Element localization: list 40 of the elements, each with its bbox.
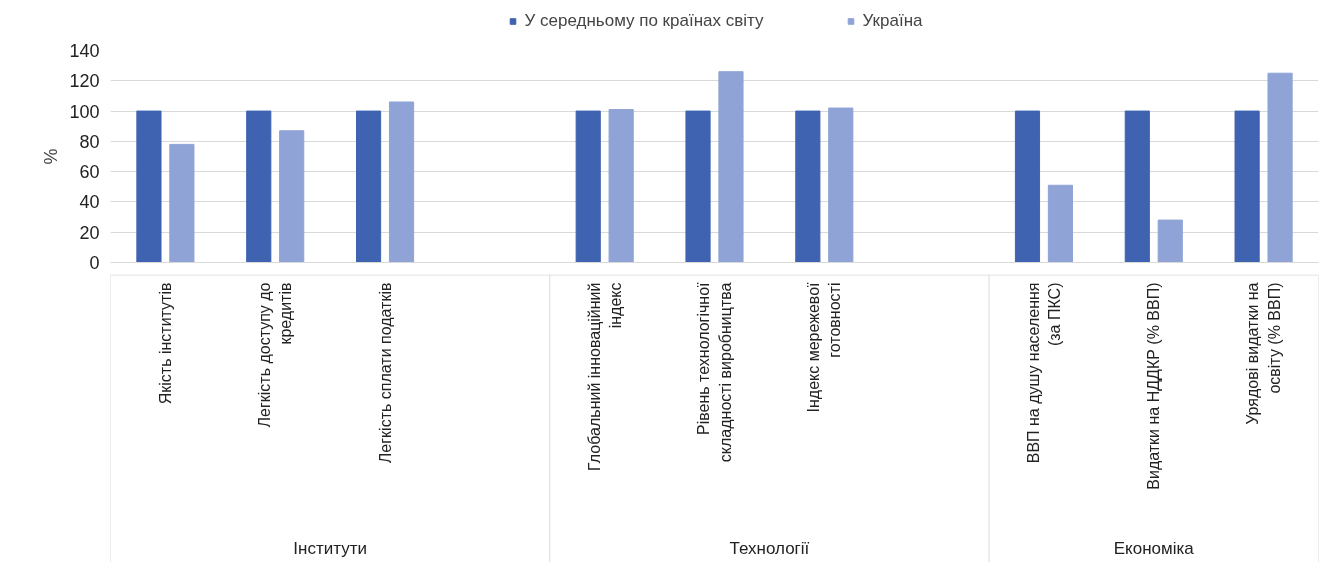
y-tick-label: 100: [69, 101, 100, 122]
bar: [279, 130, 305, 263]
bar: [388, 101, 415, 263]
bar: [1234, 110, 1260, 263]
y-tick-label: 20: [79, 222, 100, 243]
y-tick-label: 80: [79, 131, 100, 152]
x-tick-label: Видатки на НДДКР (% ВВП): [1145, 282, 1163, 490]
bar: [685, 110, 711, 263]
x-tick-label: Якість інститутів: [156, 282, 174, 405]
bar: [795, 110, 821, 263]
y-tick-label: 120: [69, 71, 100, 92]
y-tick-label: 0: [89, 253, 100, 273]
x-tick-label: Урядові видатки на освіту (% ВВП): [1244, 282, 1283, 425]
x-tick-label: ВВП на душу населення (за ПКС): [1024, 282, 1064, 464]
text: Інститути: [293, 539, 367, 558]
x-tick-label: Легкість сплати податків: [376, 282, 394, 464]
y-tick-label: 60: [79, 162, 100, 183]
text: Економіка: [1113, 539, 1195, 558]
y-axis-title: %: [41, 148, 62, 165]
x-tick-label: Глобальний інноваційний індекс: [585, 282, 624, 471]
x-tick-label: Легкість доступу до кредитів: [256, 282, 295, 428]
legend-label: Україна: [862, 11, 923, 31]
text: Технології: [729, 539, 810, 558]
x-tick-label: Індекс мережевої готовності: [805, 281, 844, 413]
bar: [355, 110, 382, 263]
bar: [1124, 110, 1150, 263]
bar: [608, 109, 634, 263]
bar: [1047, 184, 1074, 263]
bar: [575, 110, 601, 263]
bar: [136, 110, 162, 263]
y-tick-label: 40: [79, 192, 100, 213]
bar: [169, 143, 195, 263]
bar: [246, 110, 272, 263]
legend-label: У середньому по країнах світу: [524, 11, 764, 31]
bar: [1267, 72, 1293, 263]
y-tick-label: 140: [69, 41, 100, 61]
bar: [718, 71, 744, 263]
bar: [1157, 219, 1183, 263]
bar: [828, 107, 854, 263]
bar: [1014, 110, 1041, 263]
